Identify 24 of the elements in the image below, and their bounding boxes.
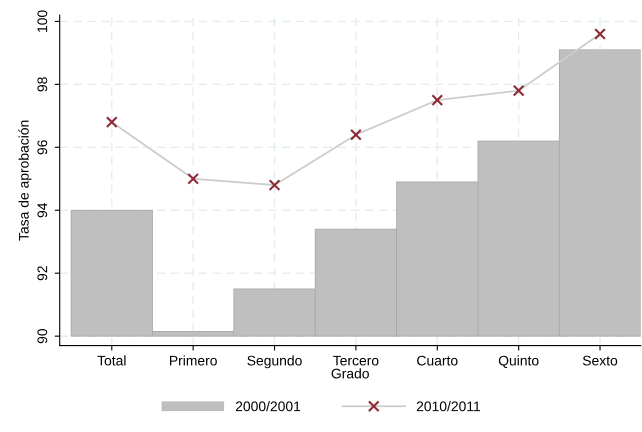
x-tick-label: Tercero [333,356,378,366]
y-tick-label: 96 [37,140,48,154]
x-tick-label: Segundo [247,355,302,368]
y-tick-label: 90 [37,328,48,344]
legend-label: 2010/2011 [416,401,480,412]
x-tick-label: Total [97,355,126,366]
y-tick-label: 92 [37,266,48,280]
point [512,84,525,97]
x-axis-title: Grado [332,368,369,378]
point [187,172,200,185]
point [594,28,606,40]
y-axis-title: Tasa de aprobación [18,120,32,241]
point [350,128,362,141]
point [106,116,118,128]
x-tick-label: Quinto [498,355,539,368]
y-tick-label: 98 [37,77,48,92]
y-tick-label: 94 [37,202,48,218]
x-tick-label: Cuarto [417,356,458,366]
point [431,94,444,106]
x-tick-label: Primero [170,355,217,366]
legend-label: 2000/2001 [236,401,300,412]
x-tick-label: Sexto [582,356,618,366]
point [268,179,280,191]
y-tick-label: 100 [37,10,48,32]
